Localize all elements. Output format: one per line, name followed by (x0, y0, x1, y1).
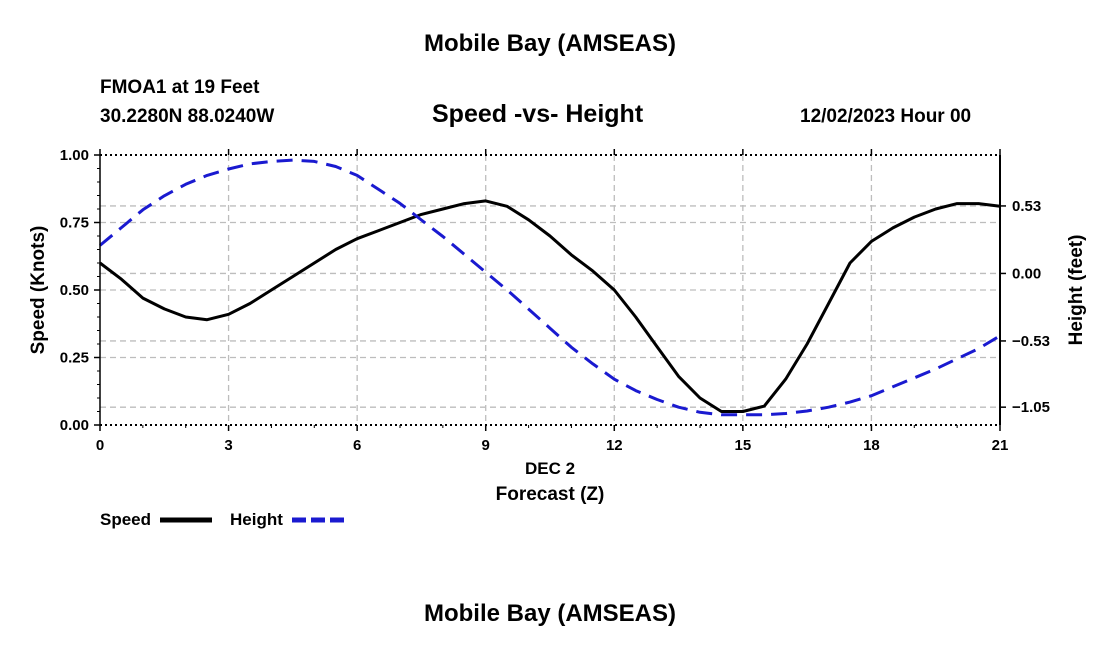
y-left-tick-label: 0.00 (60, 417, 89, 434)
chart-title: Speed -vs- Height (432, 100, 644, 128)
y-right-tick-label: 0.53 (1012, 198, 1041, 215)
x-tick-label: 12 (606, 437, 623, 454)
y-right-tick-label: −0.53 (1012, 333, 1050, 350)
x-tick-label: 18 (863, 437, 880, 454)
series-line-speed (99, 199, 1001, 413)
axis-ticks: 0 3 6 9 12 15 18 21 0.00 0.25 0.50 0.75 1.00 0.53 0.00… (60, 147, 1050, 454)
series-line-height (99, 158, 1001, 417)
bottom-title: Mobile Bay (AMSEAS) (423, 600, 677, 627)
x-tick-label: 15 (735, 437, 752, 454)
forecast-datetime: 12/02/2023 Hour 00 (800, 106, 972, 127)
legend-label-speed: Speed (100, 510, 151, 529)
speed-height-chart: 0 3 6 9 12 15 18 21 0.00 0.25 0.50 0.75 1.00 0.53 0.00… (28, 147, 1087, 529)
series-layer (99, 158, 1001, 417)
x-tick-label: 21 (992, 437, 1009, 454)
x-axis-label: Forecast (Z) (496, 484, 605, 505)
legend-label-height: Height (230, 510, 283, 529)
station-label: FMOA1 at 19 Feet (100, 77, 260, 98)
y-axis-left-label: Speed (Knots) (28, 226, 49, 355)
x-axis-date-label: DEC 2 (525, 459, 575, 478)
x-tick-label: 9 (482, 437, 490, 454)
y-left-tick-label: 0.50 (60, 282, 89, 299)
top-title: Mobile Bay (AMSEAS) (423, 30, 677, 57)
grid-lines (100, 155, 1000, 425)
legend: Speed Height (100, 510, 344, 529)
x-tick-label: 3 (224, 437, 232, 454)
y-right-tick-label: −1.05 (1012, 399, 1050, 416)
y-left-tick-label: 1.00 (60, 147, 89, 164)
y-right-tick-label: 0.00 (1012, 265, 1041, 282)
y-axis-right-label: Height (feet) (1066, 235, 1087, 346)
y-left-tick-label: 0.25 (60, 350, 89, 367)
station-coordinates: 30.2280N 88.0240W (100, 106, 275, 127)
y-left-tick-label: 0.75 (60, 215, 89, 232)
x-tick-label: 6 (353, 437, 361, 454)
x-tick-label: 0 (96, 437, 104, 454)
